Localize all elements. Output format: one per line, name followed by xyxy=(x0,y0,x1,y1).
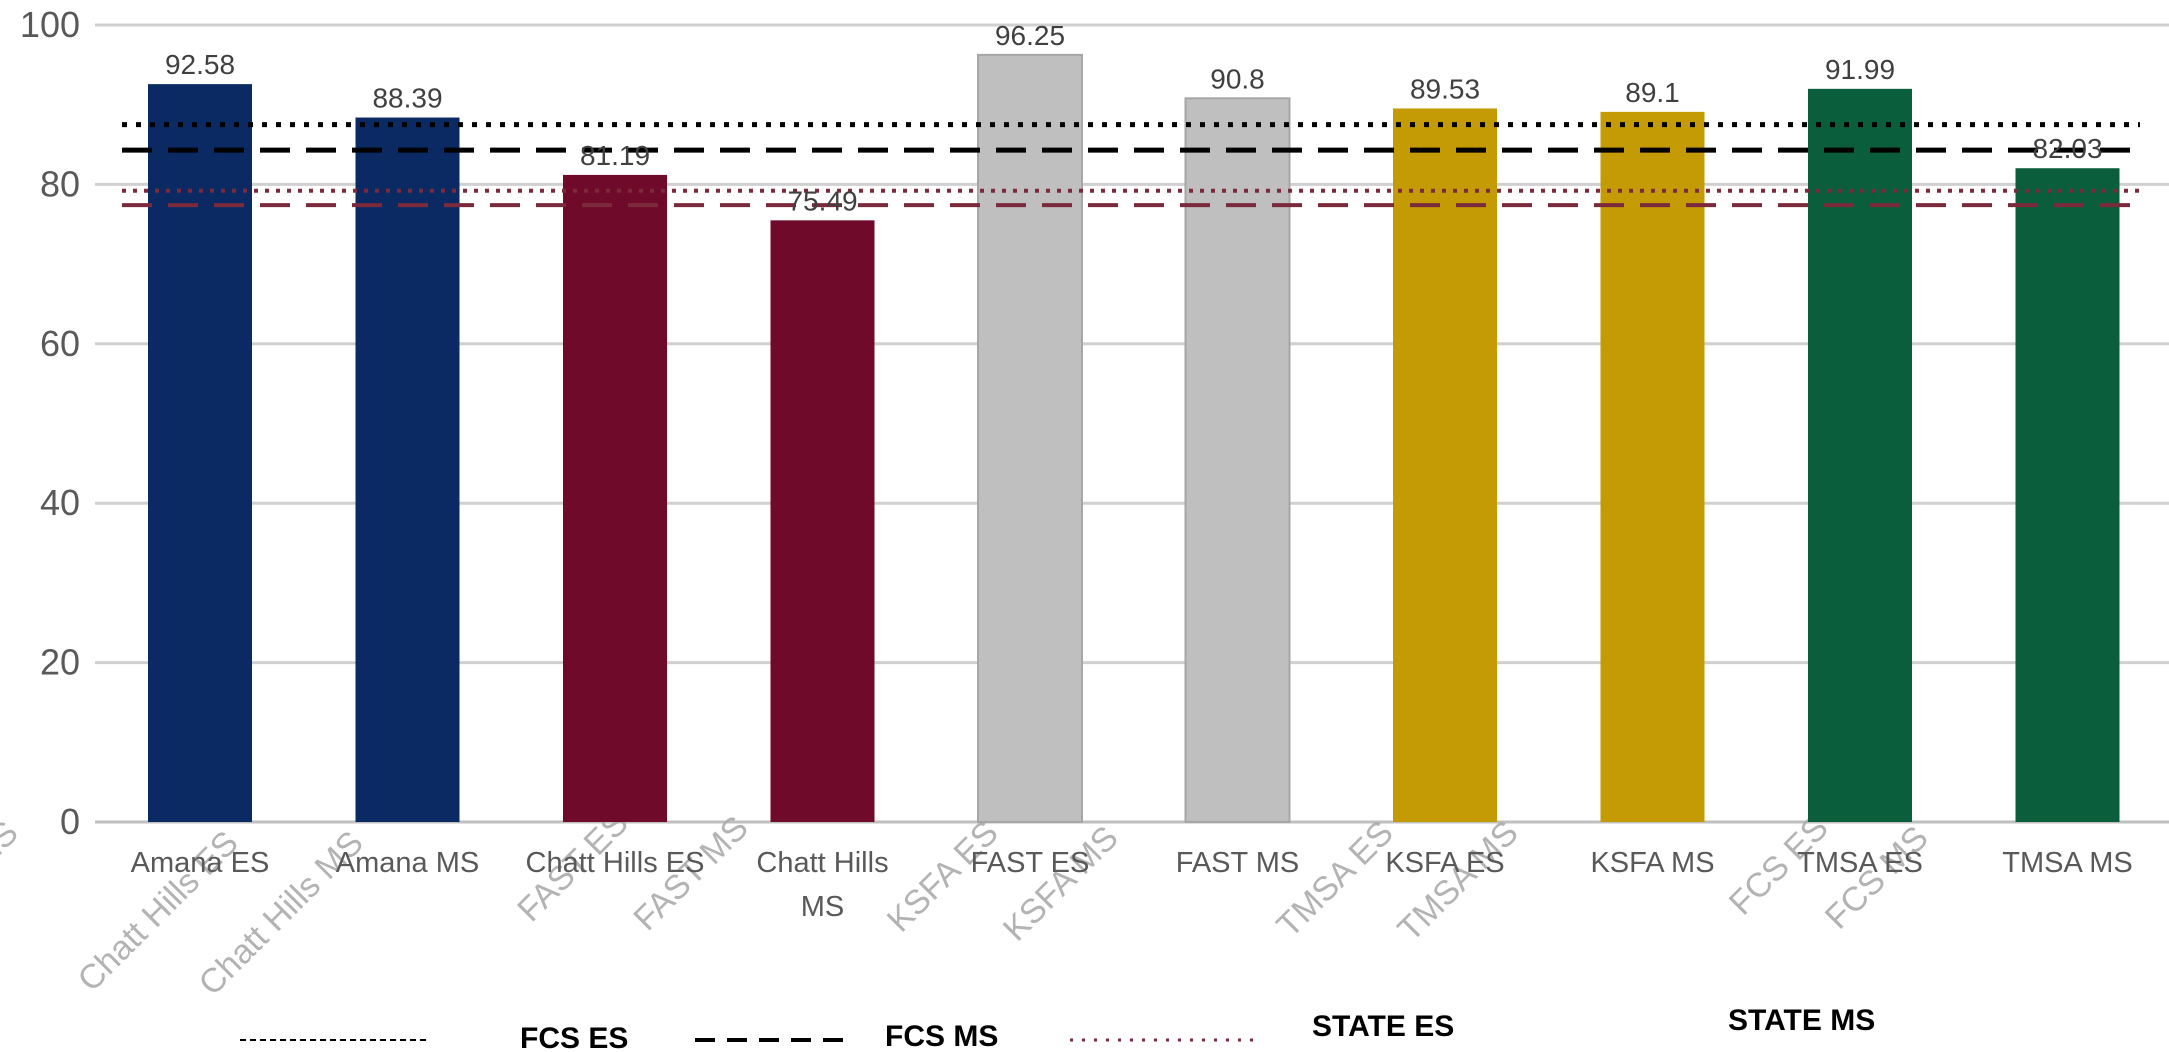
ghost-label: TMSA ES xyxy=(1270,814,1401,945)
y-tick-label: 60 xyxy=(40,323,80,364)
category-label: FAST MS xyxy=(1176,847,1300,879)
data-label: 96.25 xyxy=(995,20,1065,51)
legend-label-state-es: STATE ES xyxy=(1312,1010,1454,1043)
ghost-label: TMSA MS xyxy=(1391,814,1526,949)
y-tick-label: 0 xyxy=(60,801,80,842)
ghost-label: KSFA MS xyxy=(996,819,1126,949)
bar xyxy=(2015,168,2120,823)
legend-label-fcs-ms: FCS MS xyxy=(885,1020,998,1052)
legend-label-state-ms: STATE MS xyxy=(1728,1004,1875,1037)
bar xyxy=(355,117,460,823)
data-labels: 92.58 88.39 81.19 75.49 96.25 90.8 89.53 89.1 91… xyxy=(165,20,2103,216)
category-label: Amana MS xyxy=(336,847,479,879)
bar xyxy=(770,220,875,822)
category-label: Amana ES xyxy=(131,847,270,879)
bar xyxy=(148,84,252,823)
reference-lines xyxy=(122,122,2140,208)
y-axis-ticks: 0 20 40 60 80 100 xyxy=(20,4,80,842)
data-label: 90.8 xyxy=(1210,63,1265,94)
bars xyxy=(148,53,2120,824)
bar xyxy=(1600,111,1705,823)
bar xyxy=(1393,108,1497,822)
category-label: TMSA ES xyxy=(1797,847,1923,879)
data-label: 89.53 xyxy=(1410,73,1480,104)
category-label: KSFA ES xyxy=(1385,847,1504,879)
category-label: Chatt Hills xyxy=(756,847,888,879)
data-label: 89.1 xyxy=(1625,77,1680,108)
x-axis-categories: Amana ES Amana MS Chatt Hills ES Chatt Hill… xyxy=(131,847,2133,923)
data-label: 92.58 xyxy=(165,49,235,80)
data-label: 88.39 xyxy=(372,83,442,114)
bar xyxy=(977,53,1083,823)
ghost-label: MS xyxy=(0,814,26,877)
data-label: 82.03 xyxy=(2032,133,2102,164)
y-tick-label: 20 xyxy=(40,642,80,683)
y-tick-label: 40 xyxy=(40,482,80,523)
y-tick-label: 100 xyxy=(20,4,80,45)
y-tick-label: 80 xyxy=(40,163,80,204)
data-label: 81.19 xyxy=(580,140,650,171)
category-label: Chatt Hills ES xyxy=(526,847,705,879)
legend: FCS ES FCS MS STATE ES STATE MS xyxy=(240,1004,1875,1052)
category-label-line2: MS xyxy=(801,891,845,923)
data-label: 91.99 xyxy=(1825,54,1895,85)
data-label: 75.49 xyxy=(787,185,857,216)
category-label: FAST ES xyxy=(971,847,1090,879)
legend-label-fcs-es: FCS ES xyxy=(520,1022,628,1052)
bar xyxy=(1184,97,1291,824)
category-label: TMSA MS xyxy=(2002,847,2133,879)
bar xyxy=(563,174,667,822)
ghost-labels: MS Chatt Hills ES Chatt Hills MS FAST ES FAS… xyxy=(0,804,1936,1003)
bar xyxy=(1808,88,1912,822)
category-label: KSFA MS xyxy=(1590,847,1714,879)
